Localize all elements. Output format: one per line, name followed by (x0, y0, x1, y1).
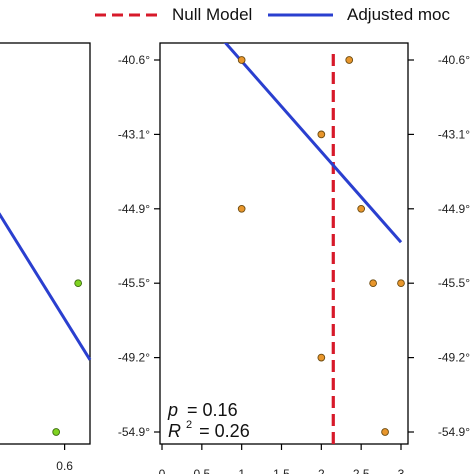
right-x-tick-label: 3 (398, 467, 405, 474)
left-points (52, 279, 83, 436)
right-panel-left-y-axis: -40.6° -43.1° -44.9° -45.5° -49.2° -54.9° (118, 53, 160, 439)
left-panel: 0.6 (0, 42, 92, 473)
r2-value: = 0.26 (199, 421, 250, 441)
data-point (397, 279, 405, 288)
data-point (381, 428, 389, 436)
p-label: p (167, 400, 178, 420)
mid-y-tick-label: -54.9° (118, 425, 150, 439)
p-stat: p = 0.16 (167, 400, 238, 420)
left-data-point (74, 279, 83, 288)
right-y-tick-label: -49.2° (438, 351, 470, 365)
left-fit-line (0, 212, 92, 361)
left-data-point (52, 428, 61, 436)
fit-line (223, 43, 403, 244)
right-x-tick-label: 0 (159, 467, 166, 474)
right-x-tick-label: 1.5 (273, 467, 290, 474)
stats-annotation: p = 0.16 R 2 = 0.26 (167, 400, 250, 441)
r2-stat: R 2 = 0.26 (168, 412, 250, 441)
left-x-ticks: 0.6 (56, 444, 73, 473)
right-y-tick-label: -40.6° (438, 53, 470, 67)
left-fit-line-group (0, 212, 92, 361)
data-point (317, 353, 326, 362)
data-point (357, 204, 366, 213)
data-point (237, 204, 246, 213)
right-y-tick-label: -44.9° (438, 202, 470, 216)
right-x-ticks: 0 0.5 1 1.5 2 2.5 3 (159, 444, 405, 474)
left-x-tick-label: 0.6 (56, 459, 73, 473)
left-panel-frame (0, 42, 91, 445)
fit-line-group (223, 43, 403, 244)
data-point (345, 56, 354, 64)
right-y-axis: -40.6° -43.1° -44.9° -45.5° -49.2° -54.9° (408, 53, 470, 439)
right-y-tick-label: -54.9° (438, 425, 470, 439)
data-point (317, 130, 326, 139)
right-points (237, 56, 405, 436)
right-x-tick-label: 2.5 (353, 467, 370, 474)
right-y-tick-label: -43.1° (438, 127, 470, 141)
right-panel-frame (159, 42, 409, 445)
data-point (369, 279, 377, 288)
p-value: = 0.16 (187, 400, 238, 420)
mid-y-tick-label: -43.1° (118, 127, 150, 141)
right-x-tick-label: 2 (318, 467, 325, 474)
right-x-tick-label: 1 (238, 467, 245, 474)
legend-null-label: Null Model (172, 5, 252, 24)
right-panel: 0 0.5 1 1.5 2 2.5 3 p = 0.16 R 2 = 0.26 (159, 42, 409, 474)
right-y-tick-label: -45.5° (438, 276, 470, 290)
mid-y-tick-label: -44.9° (118, 202, 150, 216)
legend-fit-label: Adjusted moc (347, 5, 450, 24)
r2-label: R (168, 421, 181, 441)
mid-y-tick-label: -49.2° (118, 351, 150, 365)
r2-exponent: 2 (186, 419, 192, 431)
right-x-tick-label: 0.5 (193, 467, 210, 474)
mid-y-tick-label: -40.6° (118, 53, 150, 67)
mid-y-tick-label: -45.5° (118, 276, 150, 290)
data-point (237, 56, 246, 64)
legend: Null Model Adjusted moc (95, 5, 450, 24)
